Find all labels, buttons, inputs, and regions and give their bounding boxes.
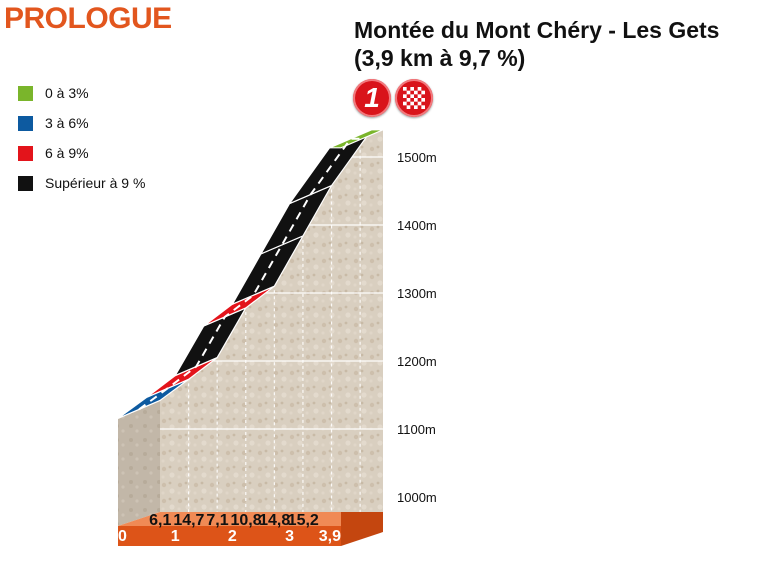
summit-finish-flag-icon — [395, 79, 433, 117]
legend-item: 6 à 9% — [18, 138, 145, 168]
y-axis-ticks: 1000m 1100m 1200m 1300m 1400m 1500m — [397, 150, 437, 505]
x-tick-label: 2 — [228, 528, 237, 545]
climb-badges: 1 — [353, 79, 433, 117]
stage-title: PROLOGUE — [4, 2, 172, 35]
legend-item: 3 à 6% — [18, 108, 145, 138]
x-tick-label: 1 — [171, 528, 180, 545]
climb-title: Montée du Mont Chéry - Les Gets (3,9 km … — [354, 16, 719, 72]
base-bar-front — [118, 526, 341, 546]
profile-main-face — [160, 129, 383, 513]
base-bar-end — [341, 512, 383, 546]
gradient-label: 14,7 — [173, 512, 204, 529]
x-tick-label: 3 — [285, 528, 294, 545]
gradient-label: 7,1 — [206, 512, 228, 529]
category-badge-icon: 1 — [353, 79, 391, 117]
legend-swatch-green — [18, 85, 33, 101]
gradient-labels: 6,1 14,7 7,1 10,814,815,2 — [149, 512, 319, 529]
legend-item: Supérieur à 9 % — [18, 168, 145, 198]
gradient-label: 15,2 — [288, 512, 319, 529]
legend-swatch-blue — [18, 115, 33, 131]
y-tick-label: 1500m — [397, 150, 437, 165]
checkered-flag-icon — [403, 87, 425, 109]
chart-grid — [160, 149, 383, 512]
climb-title-line2: (3,9 km à 9,7 %) — [354, 45, 526, 71]
legend-label: 6 à 9% — [45, 145, 89, 161]
x-tick-label: 3,9 — [319, 528, 341, 545]
legend-label: Supérieur à 9 % — [45, 175, 146, 191]
gradient-label: 10,8 — [230, 512, 261, 529]
distance-base-bar: 0 1 2 3 3,9 — [118, 512, 383, 546]
legend-swatch-black — [18, 175, 33, 191]
legend-item: 0 à 3% — [18, 78, 145, 108]
category-badge-label: 1 — [364, 82, 380, 113]
road-centerline — [138, 137, 362, 411]
legend-label: 0 à 3% — [45, 85, 89, 101]
y-tick-label: 1200m — [397, 354, 437, 369]
gradient-label: 14,8 — [259, 512, 290, 529]
profile-body — [118, 129, 383, 526]
climb-title-line1: Montée du Mont Chéry - Les Gets — [354, 17, 720, 43]
y-tick-label: 1300m — [397, 286, 437, 301]
legend-label: 3 à 6% — [45, 115, 89, 131]
y-tick-label: 1000m — [397, 490, 437, 505]
x-tick-label: 0 — [118, 528, 127, 545]
gradient-label: 6,1 — [149, 512, 171, 529]
base-bar-top — [118, 512, 383, 526]
road-segments — [117, 128, 384, 419]
y-tick-label: 1100m — [397, 422, 436, 437]
legend: 0 à 3% 3 à 6% 6 à 9% Supérieur à 9 % — [18, 78, 145, 198]
profile-side-face — [118, 400, 160, 526]
y-tick-label: 1400m — [397, 218, 437, 233]
legend-swatch-red — [18, 145, 33, 161]
